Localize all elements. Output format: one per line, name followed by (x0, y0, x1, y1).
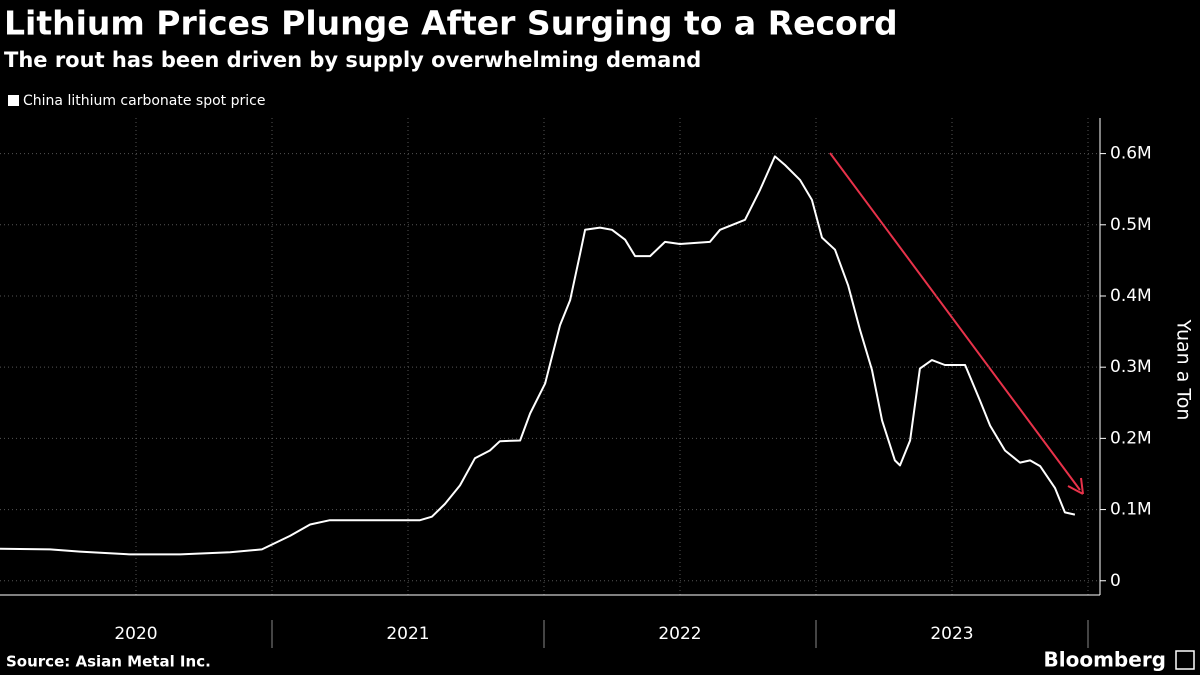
y-tick-label: 0.6M (1110, 144, 1152, 164)
y-tick-label: 0.1M (1110, 500, 1152, 520)
y-tick-label: 0.5M (1110, 215, 1152, 235)
y-tick-label: 0.4M (1110, 286, 1152, 306)
legend-swatch (8, 95, 19, 106)
x-tick-label: 2021 (386, 624, 429, 644)
y-tick-label: 0 (1110, 571, 1121, 591)
trend-arrow (829, 152, 1081, 491)
y-axis-label: Yuan a Ton (1173, 319, 1195, 421)
x-tick-label: 2023 (930, 624, 973, 644)
series-line (0, 155, 1076, 556)
brand: Bloomberg (1044, 648, 1166, 672)
chart-subtitle: The rout has been driven by supply overw… (4, 48, 701, 72)
y-tick-label: 0.2M (1110, 428, 1152, 448)
source: Source: Asian Metal Inc. (6, 653, 211, 671)
x-tick-label: 2022 (658, 624, 701, 644)
y-tick-label: 0.3M (1110, 357, 1152, 377)
brand-icon (1175, 650, 1195, 670)
legend-label: China lithium carbonate spot price (23, 93, 265, 109)
trend-arrow-head (1067, 477, 1084, 495)
x-tick-label: 2020 (114, 624, 157, 644)
chart-title: Lithium Prices Plunge After Surging to a… (4, 4, 898, 43)
